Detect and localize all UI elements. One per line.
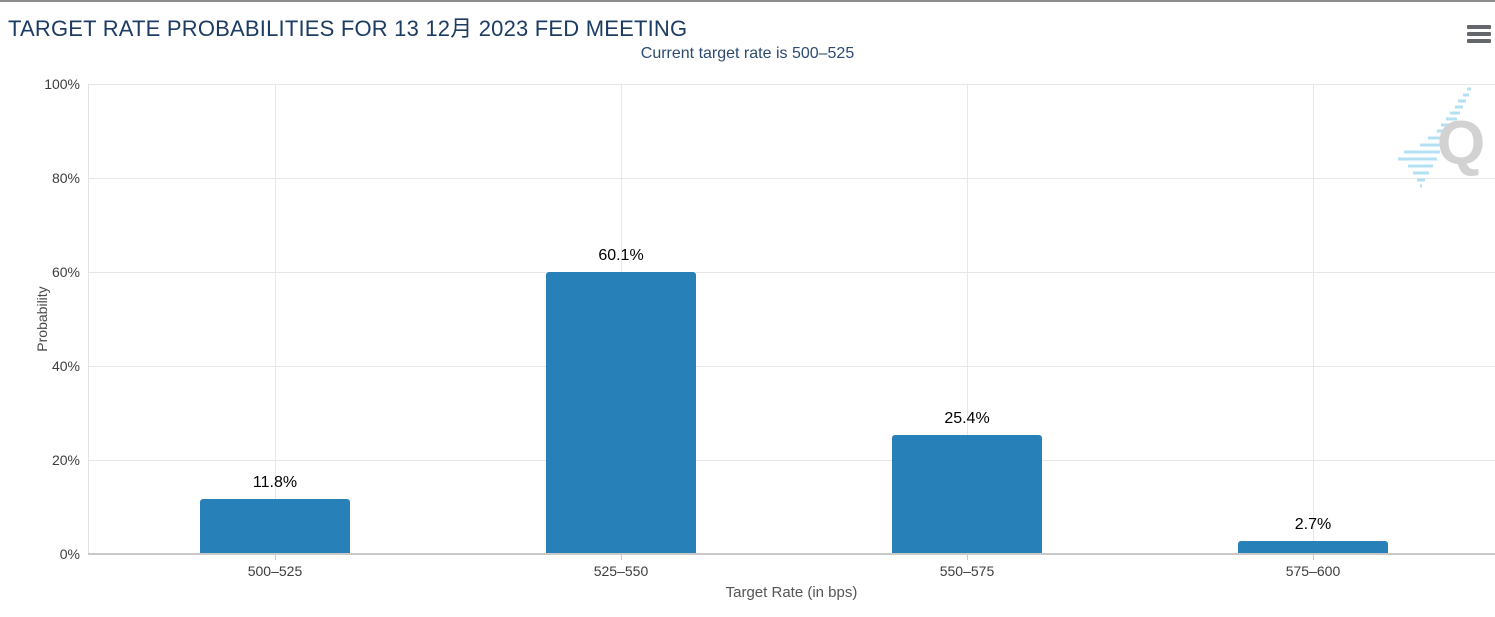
x-tick-label: 525–550 <box>593 563 649 579</box>
hamburger-icon <box>1466 24 1492 43</box>
y-tick-label: 0% <box>59 546 80 562</box>
bar-column: 11.8% 500–525 <box>102 84 448 579</box>
x-tick-label: 550–575 <box>939 563 995 579</box>
bar-column: 60.1% 525–550 <box>448 84 794 579</box>
y-tick-label: 80% <box>51 170 80 186</box>
x-axis-tick <box>621 555 622 560</box>
gridline <box>275 84 276 554</box>
x-tick-label: 575–600 <box>1285 563 1341 579</box>
bar-value-label: 25.4% <box>944 410 990 427</box>
bar-value-label: 11.8% <box>252 474 298 491</box>
y-tick-label: 100% <box>44 76 80 92</box>
probability-bar[interactable] <box>892 435 1042 554</box>
plot-area: 11.8% 500–525 60.1% 525–550 25.4% 550–57… <box>88 84 1495 579</box>
bar-column: 25.4% 550–575 <box>794 84 1140 579</box>
y-axis-title: Probability <box>34 286 50 352</box>
bar-value-label: 60.1% <box>598 247 644 264</box>
chart-subtitle: Current target rate is 500–525 <box>640 45 855 62</box>
bar-value-label: 2.7% <box>1294 516 1332 533</box>
x-axis-tick <box>1313 555 1314 560</box>
x-axis-line <box>88 553 1495 555</box>
y-tick-label: 20% <box>51 452 80 468</box>
y-axis-line <box>88 84 89 554</box>
gridline <box>88 272 1495 273</box>
gridline <box>967 84 968 554</box>
gridline <box>88 460 1495 461</box>
gridline <box>88 178 1495 179</box>
x-axis-tick <box>275 555 276 560</box>
bar-column: 2.7% 575–600 <box>1140 84 1486 579</box>
x-axis-title: Target Rate (in bps) <box>725 584 858 601</box>
x-tick-label: 500–525 <box>247 563 303 579</box>
probability-bar[interactable] <box>1238 541 1388 554</box>
page-title: TARGET RATE PROBABILITIES FOR 13 12月 202… <box>8 16 688 41</box>
x-axis-tick <box>967 555 968 560</box>
y-tick-label: 60% <box>51 264 80 280</box>
probability-bar[interactable] <box>546 272 696 554</box>
gridline <box>88 366 1495 367</box>
y-tick-label: 40% <box>51 358 80 374</box>
probability-bar[interactable] <box>200 499 350 554</box>
gridline <box>1313 84 1314 554</box>
hamburger-menu-button[interactable] <box>1466 24 1492 46</box>
gridline <box>88 84 1495 85</box>
